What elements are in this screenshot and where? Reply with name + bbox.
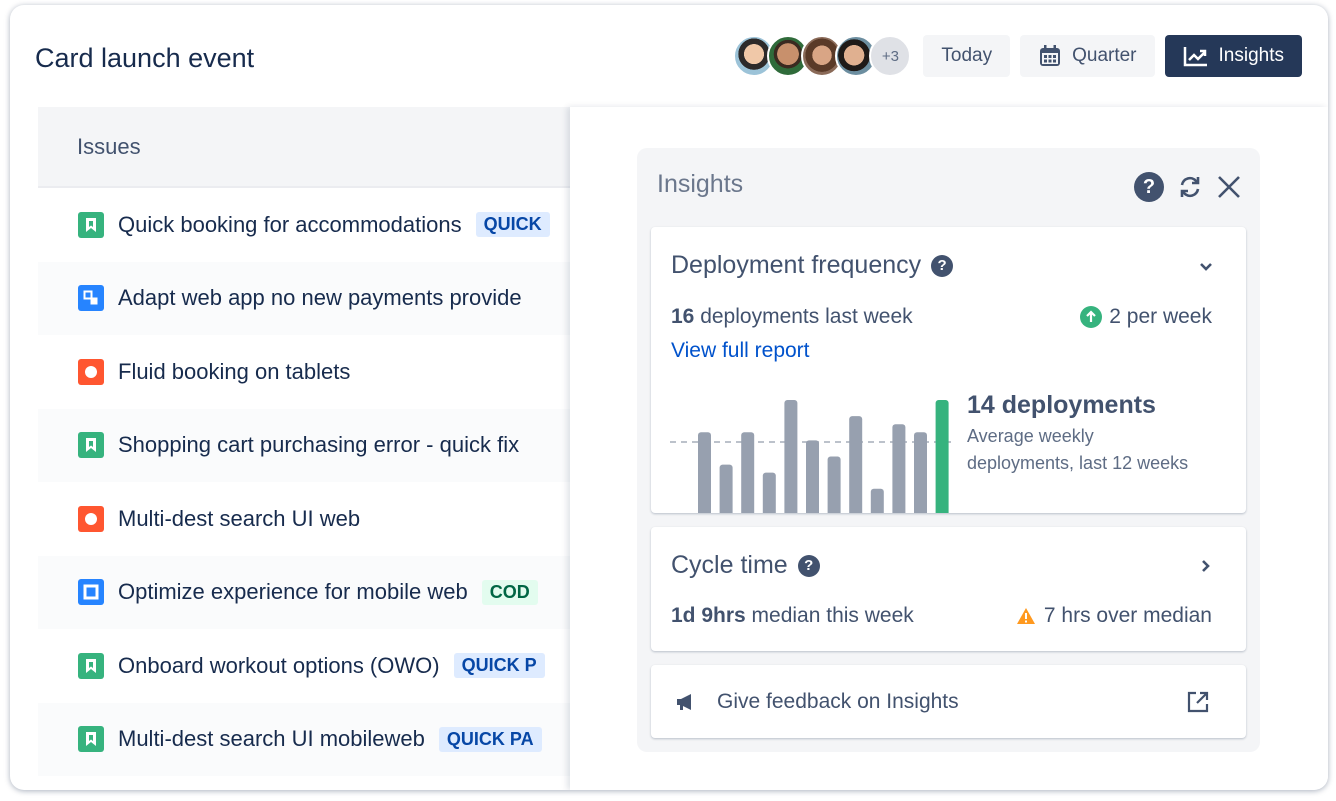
avatar-group[interactable]: +3 [733, 35, 912, 77]
cycle-warning: 7 hrs over median [1043, 604, 1212, 627]
issues-list: Issues Quick booking for accommodations Q… [38, 107, 573, 790]
today-button[interactable]: Today [923, 35, 1011, 77]
chart-bar [892, 424, 906, 513]
issue-row[interactable]: Shopping cart purchasing error - quick f… [38, 408, 573, 482]
deployment-frequency-card: Deployment frequency? 16 deployments las… [651, 227, 1246, 513]
issue-row[interactable]: Onboard workout options (OWO) QUICK P [38, 629, 573, 703]
subtask-icon [78, 285, 104, 312]
task-icon [78, 579, 104, 606]
chart-bar [849, 416, 863, 513]
chart-bar [935, 400, 949, 513]
app-window: Card launch event +3 Today Quarter Insig… [10, 5, 1328, 790]
bug-icon [78, 505, 104, 532]
cycle-time-card[interactable]: Cycle time? 1d 9hrs median this week 7 h… [651, 527, 1246, 651]
cycle-value-text: median this week [745, 604, 914, 627]
help-icon[interactable]: ? [931, 254, 954, 277]
chart-bar [784, 400, 798, 513]
issue-lozenge: QUICK PA [438, 726, 542, 752]
issues-header: Issues [38, 107, 573, 188]
chart-bar [806, 440, 819, 513]
calendar-icon [1040, 45, 1061, 66]
issue-lozenge: QUICK P [453, 653, 545, 679]
cycle-title: Cycle time [671, 551, 788, 579]
cycle-value: 1d 9hrs [671, 604, 746, 627]
issue-row[interactable]: Quick booking for accommodations QUICK [38, 188, 573, 262]
chart-trend-icon [1183, 47, 1207, 67]
issue-row[interactable]: Optimize experience for mobile web COD [38, 555, 573, 629]
chart-bar [870, 488, 884, 513]
issue-title: Multi-dest search UI mobileweb [118, 726, 425, 752]
issue-title: Onboard workout options (OWO) [118, 652, 440, 678]
deployment-caption: Average weekly deployments, last 12 week… [967, 426, 1189, 473]
story-icon [78, 652, 104, 679]
issue-lozenge: COD [481, 579, 538, 605]
deployment-count: 16 [671, 305, 695, 328]
insights-title: Insights [657, 170, 744, 198]
insights-button[interactable]: Insights [1164, 35, 1302, 77]
chevron-down-icon[interactable] [1198, 261, 1214, 273]
issue-row[interactable]: Multi-dest search UI mobileweb QUICK PA [38, 702, 573, 776]
issue-title: Shopping cart purchasing error - quick f… [118, 432, 520, 458]
issue-title: Fluid booking on tablets [118, 358, 351, 384]
chart-bar [741, 432, 755, 513]
issue-title: Optimize experience for mobile web [118, 579, 468, 605]
chevron-right-icon[interactable] [1200, 558, 1212, 574]
page-title: Card launch event [35, 43, 255, 73]
deployment-count-text: deployments last week [694, 305, 913, 328]
story-icon [78, 726, 104, 753]
quarter-label: Quarter [1072, 45, 1137, 66]
more-avatars-count[interactable]: +3 [869, 35, 912, 77]
issue-title: Quick booking for accommodations [118, 211, 462, 237]
external-link-icon[interactable] [1186, 690, 1210, 714]
insights-panel: Insights ? Deployment frequency? 16 depl… [637, 148, 1260, 752]
chart-bar [698, 432, 711, 513]
story-icon [78, 211, 104, 238]
warning-icon [1016, 608, 1035, 624]
feedback-card[interactable]: Give feedback on Insights [651, 665, 1246, 738]
help-icon[interactable]: ? [797, 554, 820, 577]
insights-label: Insights [1218, 45, 1284, 66]
bug-icon [78, 358, 104, 385]
quarter-button[interactable]: Quarter [1020, 35, 1155, 77]
view-full-report-link[interactable]: View full report [671, 339, 810, 362]
deployment-trend: 2 per week [1109, 305, 1212, 328]
issue-lozenge: QUICK [475, 212, 550, 238]
issue-row[interactable]: Fluid booking on tablets [38, 335, 573, 409]
deployment-title: Deployment frequency [671, 251, 922, 279]
chart-bar [762, 472, 776, 513]
arrow-up-circle-icon [1080, 306, 1103, 328]
deployment-big-number: 14 deployments [967, 391, 1156, 419]
issue-title: Adapt web app no new payments provide [118, 285, 522, 311]
feedback-label: Give feedback on Insights [717, 689, 959, 713]
chart-bar [719, 464, 733, 513]
help-icon[interactable]: ? [1134, 172, 1164, 202]
story-icon [78, 432, 104, 459]
close-icon[interactable] [1216, 174, 1242, 200]
issue-row[interactable]: Adapt web app no new payments provide [38, 261, 573, 335]
chart-bar [827, 456, 841, 513]
deployment-chart [670, 400, 955, 513]
megaphone-icon [677, 693, 691, 710]
today-label: Today [941, 45, 993, 66]
refresh-icon[interactable] [1176, 173, 1204, 201]
issue-row[interactable]: Multi-dest search UI web [38, 482, 573, 556]
insights-overlay: Insights ? Deployment frequency? 16 depl… [570, 107, 1328, 790]
issue-title: Multi-dest search UI web [118, 505, 361, 531]
header-actions: +3 Today Quarter Insights [733, 35, 1302, 77]
chart-bar [914, 432, 927, 513]
